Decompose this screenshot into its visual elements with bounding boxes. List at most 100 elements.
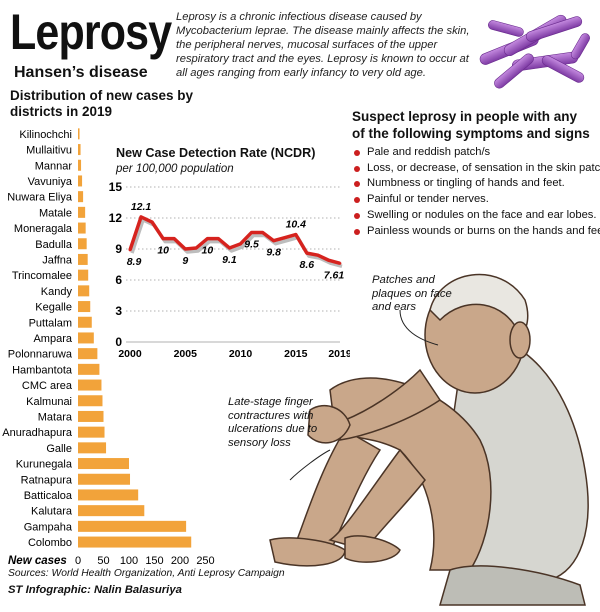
y-tick-label: 0 <box>115 335 122 349</box>
sources-text: Sources: World Health Organization, Anti… <box>8 568 285 579</box>
bar-hambantota <box>78 363 100 375</box>
symptoms-title: Suspect leprosy in people with any of th… <box>352 109 590 141</box>
ncdr-point <box>316 253 320 257</box>
bar-kalmunai <box>78 395 103 407</box>
bar-category-label: Jaffna <box>42 254 73 266</box>
bar-vavuniya <box>78 175 83 187</box>
bar-x-tick-label: 200 <box>171 555 189 564</box>
x-tick-label: 2010 <box>229 348 253 360</box>
bar-ampara <box>78 332 94 344</box>
symptom-item: Swelling or nodules on the face and ear … <box>352 208 600 224</box>
bar-category-label: Hambantota <box>12 364 73 376</box>
bar-gampaha <box>78 520 187 532</box>
ncdr-point <box>128 248 132 252</box>
ncdr-point <box>217 237 220 241</box>
line-chart: 0 3 6 9 12 15 2000 2005 2010 2015 2019 8.9 12.1 10 9 10… <box>109 180 350 360</box>
bar-category-label: Matale <box>39 207 72 219</box>
bar-x-axis-label: New cases <box>8 555 67 564</box>
bar-category-label: Kandy <box>41 286 73 298</box>
ncdr-data-label: 8.6 <box>300 259 315 271</box>
ncdr-point <box>338 261 342 265</box>
bar-trincomalee <box>78 269 89 281</box>
ncdr-data-label: 8.9 <box>127 256 142 268</box>
patient-illustration <box>269 273 589 606</box>
ncdr-point <box>294 233 298 236</box>
bar-chart-title: Distribution of new cases by districts i… <box>10 88 194 119</box>
bar-chart: Kilinochchi Mullaitivu Mannar Vavuniya Nuwar… <box>2 128 215 564</box>
symptoms-list: Pale and reddish patch/s Loss, or decrea… <box>352 145 600 239</box>
bar-kegalle <box>78 301 91 313</box>
x-tick-label: 2015 <box>284 348 308 360</box>
ncdr-point <box>172 237 176 241</box>
symptom-item: Loss, or decrease, of sensation in the s… <box>352 161 600 177</box>
bar-category-label: Badulla <box>35 239 73 251</box>
bar-category-label: Kurunegala <box>16 459 73 471</box>
y-tick-label: 15 <box>109 180 123 194</box>
ncdr-data-label: 12.1 <box>131 201 152 213</box>
symptom-item: Numbness or tingling of hands and feet. <box>352 176 600 192</box>
ncdr-data-label: 7.61 <box>324 269 345 281</box>
bacteria-illustration <box>479 14 590 89</box>
bar-category-label: Kegalle <box>35 302 72 314</box>
x-tick-label: 2000 <box>118 348 142 360</box>
bar-cmc-area <box>78 379 102 391</box>
bar-category-label: Anuradhapura <box>2 427 73 439</box>
bar-matara <box>78 410 104 422</box>
x-tick-label: 2005 <box>174 348 198 360</box>
ncdr-point <box>161 237 165 241</box>
ncdr-data-label: 10.4 <box>286 219 307 231</box>
bar-ratnapura <box>78 473 131 485</box>
bar-category-label: Kalutara <box>31 506 73 518</box>
bar-category-label: CMC area <box>22 380 73 392</box>
line-chart-subtitle: per 100,000 population <box>116 163 234 175</box>
ncdr-point <box>228 246 231 250</box>
bar-x-tick-label: 150 <box>145 555 163 564</box>
ncdr-point <box>239 242 242 246</box>
bar-kilinochchi <box>78 128 80 140</box>
intro-text: Leprosy is a chronic infectious disease … <box>176 11 470 79</box>
ncdr-point <box>283 236 287 240</box>
bar-category-label: Ampara <box>33 333 72 345</box>
bar-x-tick-label: 0 <box>75 555 81 564</box>
bar-category-label: Nuwara Eliya <box>7 192 73 204</box>
y-tick-label: 12 <box>109 211 123 225</box>
bar-category-label: Batticaloa <box>24 490 73 502</box>
y-tick-label: 6 <box>115 273 122 287</box>
bar-mannar <box>78 159 82 171</box>
ncdr-point <box>305 251 309 255</box>
bar-nuwara-eliya <box>78 191 84 203</box>
bar-category-label: Kalmunai <box>26 396 72 408</box>
bar-batticaloa <box>78 489 139 501</box>
ncdr-line <box>128 215 341 266</box>
bar-category-label: Vavuniya <box>28 176 73 188</box>
y-tick-label: 9 <box>115 242 122 256</box>
bar-kandy <box>78 285 90 297</box>
bar-category-label: Gampaha <box>24 521 73 533</box>
bar-colombo <box>78 536 192 548</box>
bar-category-label: Mannar <box>35 160 73 172</box>
ncdr-data-label: 9.5 <box>244 238 259 250</box>
annotation-leaders <box>289 309 439 481</box>
ncdr-point <box>261 231 265 234</box>
bar-badulla <box>78 238 87 250</box>
bar-polonnaruwa <box>78 348 98 360</box>
annotation-fingers: Late-stage finger contractures with ulce… <box>228 396 318 449</box>
bar-anuradhapura <box>78 426 105 438</box>
symptom-item: Pale and reddish patch/s <box>352 145 600 161</box>
bar-kurunegala <box>78 458 129 470</box>
bar-category-label: Ratnapura <box>21 474 73 486</box>
ncdr-point <box>194 246 198 250</box>
bar-x-tick-label: 50 <box>97 555 109 564</box>
bar-category-label: Matara <box>38 411 73 423</box>
ncdr-point <box>139 215 143 219</box>
ncdr-data-label: 10 <box>202 245 214 257</box>
bar-puttalam <box>78 316 92 328</box>
bar-x-tick-label: 100 <box>120 555 138 564</box>
symptom-item: Painful or tender nerves. <box>352 192 600 208</box>
ncdr-point <box>250 231 253 234</box>
bar-moneragala <box>78 222 86 234</box>
bar-x-tick-label: 250 <box>196 555 214 564</box>
bar-category-label: Polonnaruwa <box>8 349 73 361</box>
bar-category-label: Kilinochchi <box>19 129 72 141</box>
annotation-patches: Patches and plaques on face and ears <box>372 274 452 313</box>
